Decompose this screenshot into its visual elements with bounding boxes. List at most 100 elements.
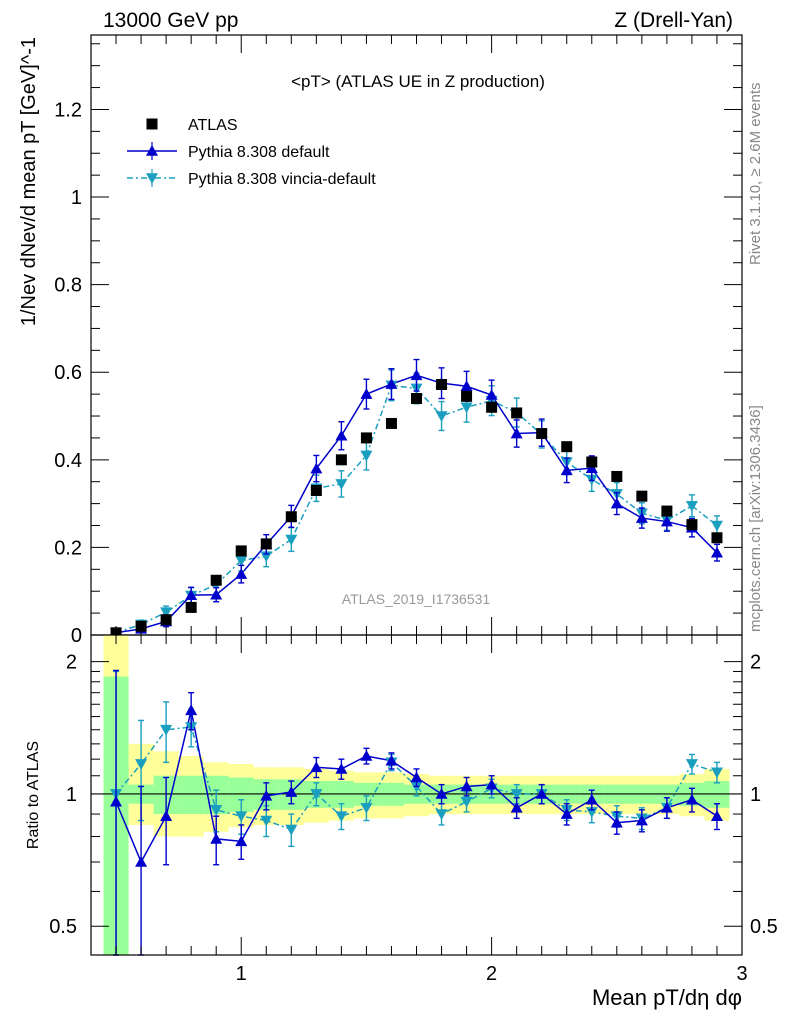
ratio-default-point [485, 778, 498, 790]
main-y-tick-label: 0.2 [54, 537, 82, 559]
ratio-default-point [710, 810, 723, 821]
ratio-vincia-point [360, 802, 373, 814]
legend-label: Pythia 8.308 default [188, 144, 330, 161]
ratio-vincia-point [210, 805, 223, 816]
ratio-default-point [635, 814, 648, 826]
ratio-default-point [285, 786, 298, 797]
ratio-panel: 1 2 3 0.5 0.5 1 1 2 2 Ratio to ATLAS [25, 634, 778, 985]
main-plot-marks [110, 358, 723, 639]
default-point [710, 546, 723, 558]
atlas-data-point [310, 484, 322, 496]
atlas-data-point [436, 378, 448, 390]
ratio-default-point [560, 808, 573, 819]
mcplots-label: mcplots.cern.ch [arXiv:1306.3436] [747, 405, 764, 632]
default-point [410, 369, 423, 381]
legend-marker-atlas [146, 118, 158, 130]
ratio-vincia-point [235, 811, 248, 823]
vincia-point [460, 402, 473, 414]
ratio-default-point [410, 771, 423, 783]
legend-marker-vincia [146, 173, 158, 184]
ratio-default-point [510, 801, 523, 813]
atlas-data-point [486, 401, 498, 413]
default-point [635, 512, 648, 523]
main-y-axis-label: 1/Nev dNev/d mean pT [GeV]^-1 [18, 37, 40, 326]
ratio-vincia-point [435, 809, 448, 821]
ratio-y-tick-label: 1 [66, 784, 77, 806]
vincia-point [235, 555, 248, 567]
ratio-y-tick-label-right: 0.5 [750, 916, 778, 938]
x-tick-label: 1 [236, 963, 247, 985]
default-point [335, 429, 348, 441]
atlas-data-point [686, 519, 698, 531]
atlas-data-point [160, 614, 172, 626]
ratio-vincia-point [310, 789, 323, 800]
legend-label: Pythia 8.308 vincia-default [188, 171, 376, 188]
ratio-panel-axes: 1 2 3 0.5 0.5 1 1 2 2 [49, 635, 778, 985]
atlas-data-point [335, 454, 347, 466]
main-y-tick-label: 0.6 [54, 362, 82, 384]
default-point [235, 568, 248, 579]
atlas-data-point [461, 390, 473, 402]
ratio-default-point [360, 749, 373, 761]
legend-label: ATLAS [188, 117, 238, 134]
ratio-plot-marks [91, 635, 742, 956]
main-y-tick-label: 0.8 [54, 275, 82, 297]
atlas-data-point [411, 393, 422, 405]
ratio-default-point [235, 835, 248, 847]
default-point [510, 427, 523, 439]
ratio-vincia-point [260, 815, 273, 827]
main-y-tick-label: 1 [71, 187, 82, 209]
ratio-default-point [160, 810, 173, 821]
default-point [485, 389, 498, 400]
ratio-vincia-point [135, 759, 148, 770]
vincia-point [685, 501, 698, 512]
default-point [360, 388, 373, 399]
atlas-data-point [385, 417, 397, 429]
ratio-y-axis-label: Ratio to ATLAS [25, 741, 42, 849]
vincia-point [285, 534, 298, 546]
default-point [310, 462, 323, 474]
ratio-default-point [585, 793, 598, 805]
atlas-data-point [536, 428, 548, 440]
atlas-data-point [561, 441, 573, 453]
vincia-point [710, 520, 723, 532]
ratio-default-point [460, 780, 473, 792]
ratio-vincia-point [460, 796, 473, 808]
main-y-tick-label: 0 [71, 625, 82, 647]
ratio-default-point [685, 793, 698, 805]
ratio-y-tick-label-right: 2 [750, 652, 761, 674]
default-point [210, 588, 223, 600]
default-point [585, 462, 598, 473]
ratio-vincia-point [160, 724, 173, 736]
ratio-default-point [435, 787, 448, 799]
x-tick-label: 3 [736, 963, 747, 985]
atlas-data-point [661, 505, 673, 517]
ratio-y-tick-label-right: 1 [750, 784, 761, 806]
main-y-tick-label: 1.2 [54, 99, 82, 121]
atlas-data-point [185, 601, 197, 613]
ratio-band-inner [178, 775, 204, 815]
atlas-data-point [360, 432, 372, 444]
ratio-default-point [335, 762, 348, 774]
ratio-vincia-point [335, 811, 348, 823]
ratio-default-point [210, 832, 223, 844]
ratio-vincia-point [510, 789, 523, 800]
ratio-vincia-point [710, 767, 723, 779]
ratio-y-tick-label: 0.5 [49, 916, 77, 938]
default-point [185, 589, 198, 600]
plot-title: <pT> (ATLAS UE in Z production) [291, 72, 545, 91]
vincia-point [435, 411, 448, 423]
atlas-data-point [260, 538, 272, 550]
rivet-version-label: Rivet 3.1.10, ≥ 2.6M events [747, 83, 764, 266]
vincia-point [335, 479, 348, 490]
ratio-vincia-point [285, 824, 298, 836]
main-y-tick-label: 0.4 [54, 450, 82, 472]
ratio-default-point [660, 801, 673, 813]
main-panel-axes: 0 0.2 0.4 0.6 0.8 1 1.2 [54, 35, 743, 647]
ratio-default-point [135, 856, 148, 867]
default-point [660, 515, 673, 527]
process-label: Z (Drell-Yan) [614, 9, 733, 32]
ratio-vincia-point [685, 759, 698, 770]
analysis-id-label: ATLAS_2019_I1736531 [342, 591, 491, 607]
